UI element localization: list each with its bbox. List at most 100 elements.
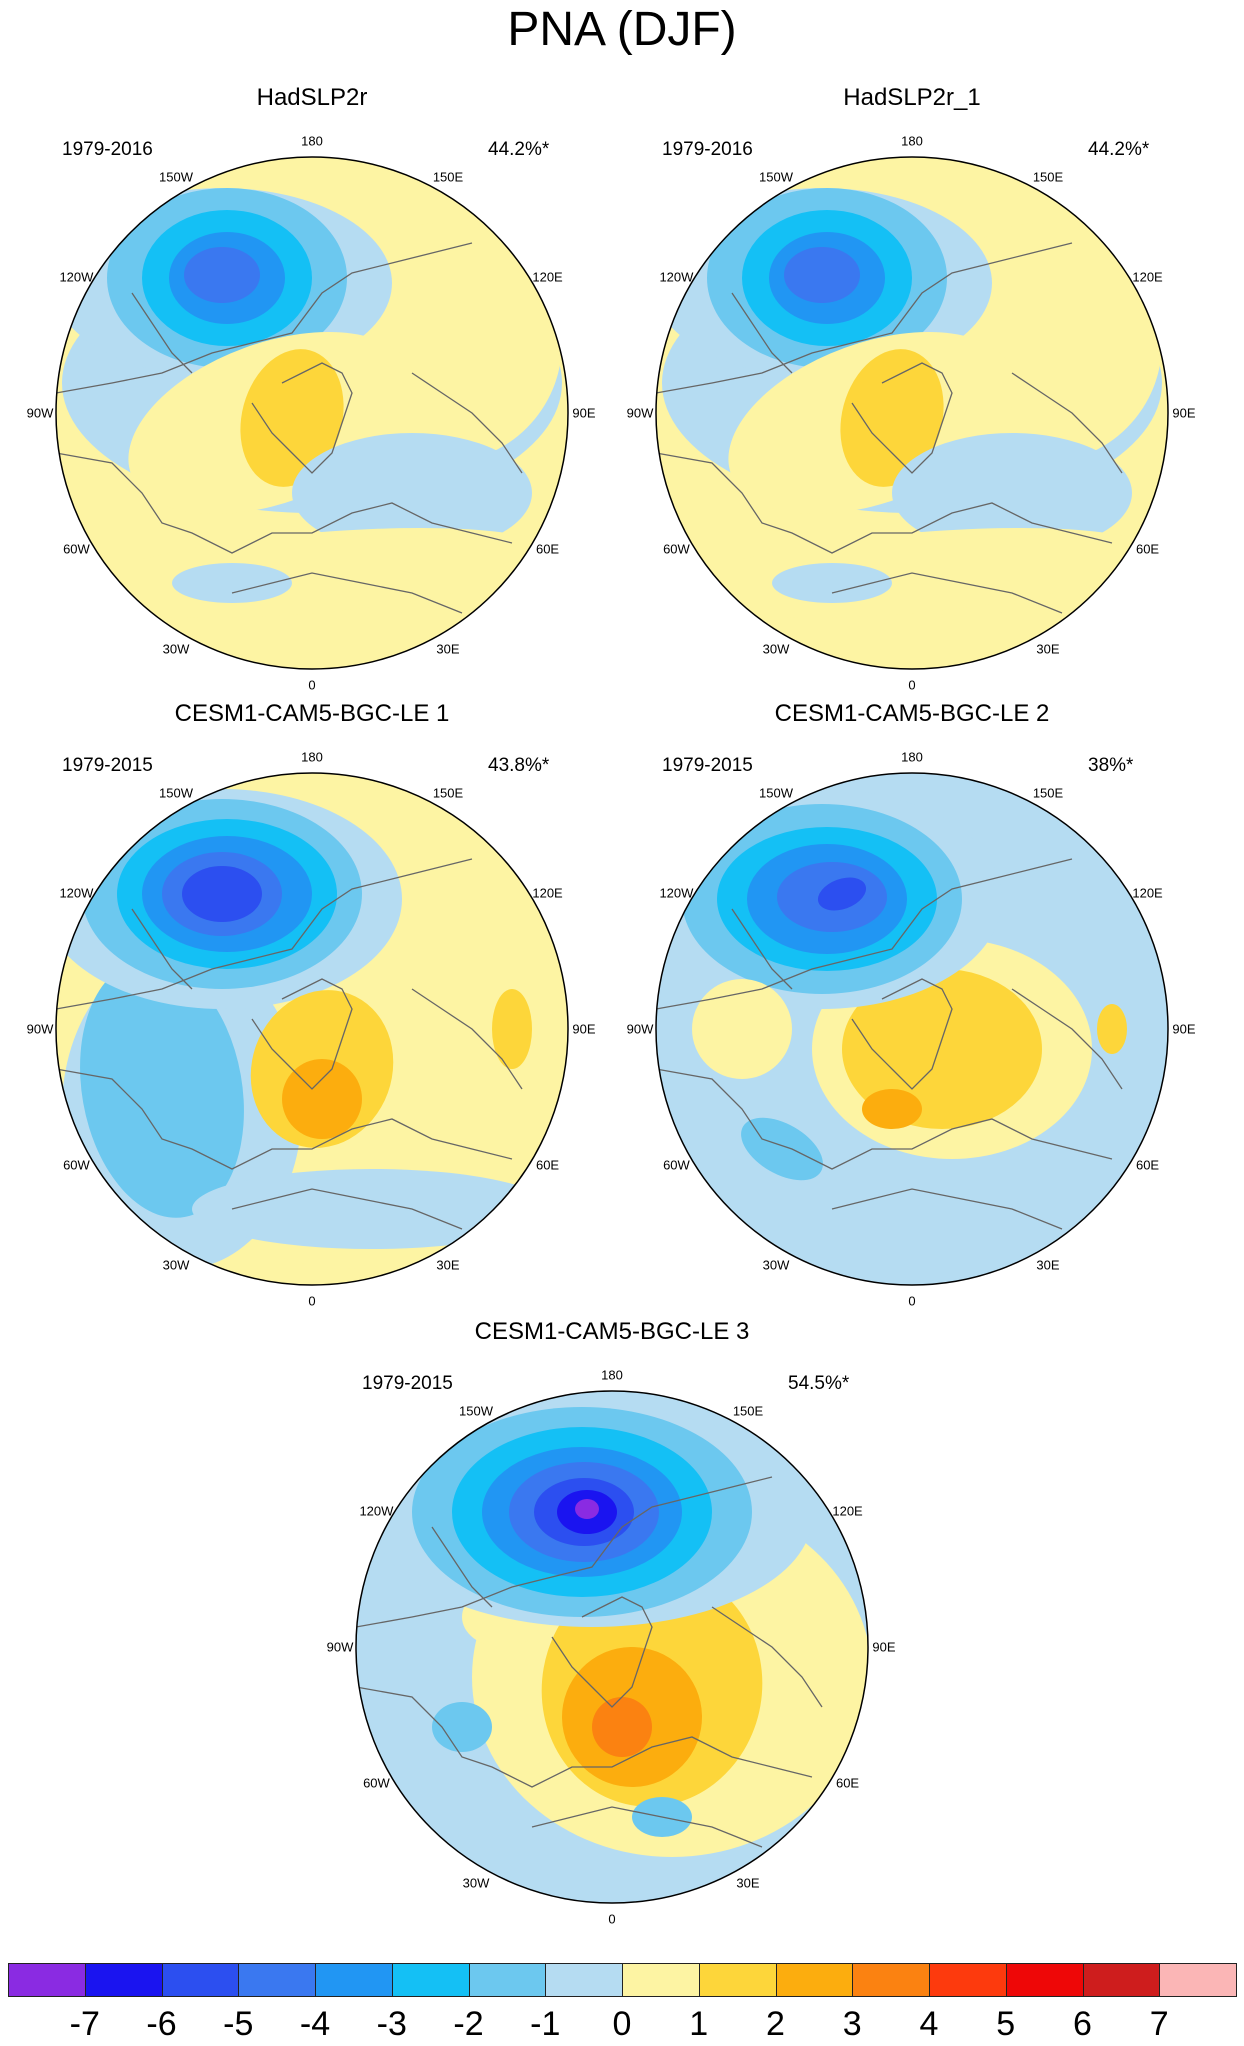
colorbar-swatch bbox=[468, 1963, 547, 1997]
coastline bbox=[356, 1476, 773, 1628]
contour-region bbox=[772, 563, 892, 603]
longitude-label: 30E bbox=[436, 641, 460, 657]
longitude-label: 150E bbox=[1032, 785, 1064, 801]
panel-title: HadSLP2r bbox=[256, 84, 368, 111]
period-label: 1979-2015 bbox=[62, 755, 153, 776]
contour-region bbox=[192, 1169, 552, 1249]
panel-title: CESM1-CAM5-BGC-LE 1 bbox=[174, 700, 450, 727]
colorbar-tick-label: -4 bbox=[299, 2005, 331, 2043]
contour-region bbox=[292, 433, 532, 553]
coastline bbox=[431, 1526, 493, 1608]
coastline bbox=[656, 1068, 1113, 1170]
longitude-label: 90W bbox=[626, 405, 654, 421]
colorbar-swatch bbox=[1082, 1963, 1161, 1997]
colorbar-tick-label: 1 bbox=[689, 2005, 709, 2043]
colorbar-tick-label: 4 bbox=[919, 2005, 939, 2043]
colorbar-swatch bbox=[8, 1963, 86, 1997]
longitude-label: 60E bbox=[835, 1775, 860, 1791]
colorbar-swatch bbox=[238, 1963, 316, 1997]
variance-label: 54.5%* bbox=[788, 1373, 850, 1394]
contour-region bbox=[172, 563, 292, 603]
longitude-label: 90W bbox=[26, 1021, 54, 1037]
coastline bbox=[411, 988, 523, 1090]
colorbar-swatch bbox=[852, 1963, 930, 1997]
variance-label: 43.8%* bbox=[488, 755, 550, 776]
polar-map bbox=[355, 1390, 869, 1904]
colorbar-swatch bbox=[315, 1963, 393, 1997]
polar-map bbox=[55, 772, 569, 1286]
longitude-label: 120E bbox=[532, 885, 563, 901]
longitude-label: 60W bbox=[363, 1775, 390, 1791]
polar-map bbox=[655, 772, 1169, 1286]
longitude-label: 0 bbox=[908, 1293, 916, 1309]
coastline bbox=[851, 362, 953, 474]
longitude-label: 120E bbox=[1132, 269, 1163, 285]
coastline bbox=[56, 242, 473, 394]
colorbar-tick-label: -6 bbox=[146, 2005, 177, 2043]
variance-label: 38%* bbox=[1088, 755, 1134, 776]
coastline bbox=[131, 292, 193, 374]
longitude-label: 30W bbox=[462, 1875, 490, 1891]
longitude-label: 150W bbox=[459, 1403, 493, 1419]
coastline bbox=[231, 1188, 463, 1230]
variance-label: 44.2%* bbox=[1088, 139, 1150, 160]
longitude-label: 120W bbox=[659, 269, 694, 285]
contour-region bbox=[1097, 1004, 1127, 1054]
coastline bbox=[656, 242, 1073, 394]
coastline bbox=[251, 978, 353, 1090]
longitude-label: 150W bbox=[759, 169, 793, 185]
coastline bbox=[131, 908, 193, 990]
map-border bbox=[655, 772, 1169, 1286]
figure-title: PNA (DJF) bbox=[507, 3, 737, 56]
contour-region bbox=[741, 1117, 823, 1181]
longitude-label: 90E bbox=[872, 1639, 896, 1655]
longitude-label: 30W bbox=[162, 641, 190, 657]
coastline bbox=[56, 858, 473, 1010]
contour-region bbox=[240, 349, 344, 487]
contour-region bbox=[182, 866, 262, 922]
variance-label: 44.2%* bbox=[488, 139, 550, 160]
colorbar-swatch bbox=[929, 1963, 1007, 1997]
colorbar-swatch bbox=[622, 1963, 700, 1997]
longitude-label: 60W bbox=[663, 1157, 690, 1173]
contour-region bbox=[492, 989, 532, 1069]
colorbar-tick-label: -1 bbox=[530, 2005, 561, 2043]
longitude-label: 90E bbox=[1172, 1021, 1196, 1037]
map-border bbox=[55, 772, 569, 1286]
longitude-label: 150W bbox=[159, 785, 193, 801]
longitude-label: 150E bbox=[1032, 169, 1064, 185]
longitude-label: 30E bbox=[1036, 641, 1060, 657]
longitude-label: 90E bbox=[572, 1021, 596, 1037]
coastline bbox=[251, 362, 353, 474]
colorbar-tick-label: 2 bbox=[766, 2005, 785, 2043]
colorbar-swatch bbox=[775, 1963, 854, 1997]
longitude-label: 0 bbox=[908, 677, 916, 693]
contour-region bbox=[184, 247, 260, 303]
longitude-label: 120E bbox=[1132, 885, 1163, 901]
colorbar-tick-label: -7 bbox=[69, 2005, 100, 2043]
coastline bbox=[831, 1188, 1063, 1230]
longitude-label: 0 bbox=[308, 677, 316, 693]
longitude-label: 60E bbox=[1135, 541, 1160, 557]
colorbar bbox=[8, 1963, 1237, 1999]
longitude-label: 150W bbox=[159, 169, 193, 185]
coastline bbox=[356, 1686, 813, 1788]
longitude-label: 180 bbox=[301, 133, 323, 149]
colorbar-swatch bbox=[84, 1963, 163, 1997]
colorbar-tick-label: -2 bbox=[453, 2005, 484, 2043]
coastline bbox=[731, 908, 793, 990]
longitude-label: 30E bbox=[1036, 1257, 1060, 1273]
coastline bbox=[831, 572, 1063, 614]
coastline bbox=[1011, 988, 1123, 1090]
coastline bbox=[56, 452, 513, 554]
longitude-label: 150W bbox=[759, 785, 793, 801]
colorbar-tick-label: 3 bbox=[842, 2005, 862, 2043]
longitude-label: 150E bbox=[432, 169, 464, 185]
longitude-label: 120E bbox=[832, 1503, 863, 1519]
longitude-label: 30E bbox=[436, 1257, 460, 1273]
longitude-label: 90W bbox=[626, 1021, 654, 1037]
longitude-label: 120W bbox=[359, 1503, 394, 1519]
longitude-label: 90W bbox=[26, 405, 54, 421]
coastline bbox=[411, 372, 523, 474]
coastline bbox=[711, 1606, 823, 1708]
